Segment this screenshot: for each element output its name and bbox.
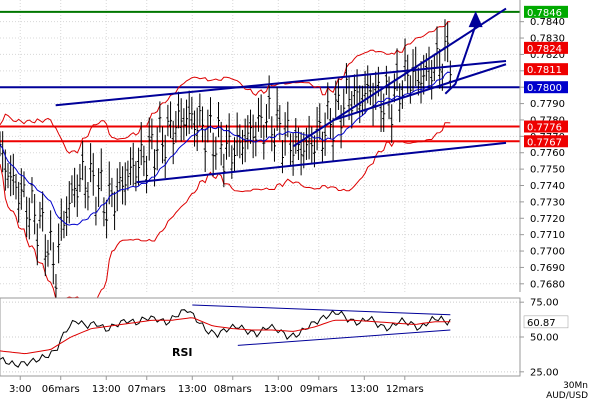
rsi-tick-label: 50.00	[530, 333, 559, 344]
rsi-value-box	[523, 315, 569, 329]
price-label-box	[524, 41, 568, 54]
x-tick-label: 09mars	[300, 384, 338, 395]
timeframe-label: 30Mn	[563, 381, 588, 391]
x-tick-label: 13:00	[178, 384, 207, 395]
bollinger-upper	[0, 21, 451, 154]
x-tick-label: 13:00	[350, 384, 379, 395]
x-tick-label: 06mars	[42, 384, 80, 395]
price-label-box	[524, 5, 568, 18]
price-tick-label: 0.7790	[530, 99, 565, 110]
price-tick-label: 0.7720	[530, 214, 565, 225]
price-tick-label: 0.7740	[530, 181, 565, 192]
price-tick-label: 0.7680	[530, 279, 565, 290]
rsi-panel: RSI	[0, 297, 521, 377]
price-label-box	[524, 120, 568, 133]
x-axis-ticks: 3:00 06mars 13:00 07mars 13:00 08mars 13:00 09m…	[9, 376, 424, 395]
price-tick-label: 0.7750	[530, 165, 565, 176]
price-tick-label: 0.7730	[530, 197, 565, 208]
projection-arrow-head	[468, 11, 483, 28]
trend-line	[292, 7, 507, 148]
rsi-line	[0, 309, 451, 368]
rsi-line	[0, 317, 451, 355]
rsi-series	[0, 309, 451, 368]
rsi-plot-area	[0, 297, 521, 377]
rsi-trend-line	[192, 304, 451, 316]
symbol-label: AUD/USD	[546, 391, 588, 400]
price-tick-label: 0.7830	[530, 34, 565, 45]
rsi-trend-line	[237, 329, 451, 346]
rsi-current-value: 60.87	[523, 315, 569, 329]
x-tick-label: 08mars	[214, 384, 252, 395]
price-label-text: 0.7800	[527, 83, 562, 94]
price-tick-label: 0.7840	[530, 17, 565, 28]
price-label-text: 0.7824	[527, 44, 562, 55]
trend-line	[333, 63, 507, 121]
price-tick-label: 0.7820	[530, 50, 565, 61]
rsi-tick-label: 75.00	[530, 298, 559, 309]
projection-arrow	[444, 11, 483, 95]
rsi-label: RSI	[172, 346, 193, 359]
price-label-text: 0.7846	[527, 8, 562, 19]
price-label-box	[524, 135, 568, 148]
price-tick-label: 0.7710	[530, 230, 565, 241]
rsi-trend-lines	[192, 304, 451, 346]
x-tick-label: 12mars	[386, 384, 424, 395]
x-tick-label: 3:00	[9, 384, 31, 395]
moving-average	[0, 71, 451, 226]
trend-line	[136, 141, 507, 184]
moving-average-line	[0, 71, 451, 226]
price-tick-label: 0.7760	[530, 148, 565, 159]
rsi-y-ticks: 75.00 50.00 25.00	[520, 298, 559, 378]
rsi-value-text: 60.87	[527, 318, 556, 329]
price-label-box	[524, 81, 568, 94]
price-label-text: 0.7811	[527, 65, 562, 76]
x-tick-label: 07mars	[128, 384, 166, 395]
price-panel	[0, 0, 520, 303]
price-label-box	[524, 63, 568, 76]
x-tick-label: 13:00	[264, 384, 293, 395]
price-tick-label: 0.7690	[530, 263, 565, 274]
price-plot-area	[0, 0, 520, 292]
projection-arrow-shaft	[444, 24, 477, 95]
price-labels: 0.7846 0.7824 0.7811 0.7800 0.7776 0.7767	[524, 5, 568, 148]
price-label-text: 0.7776	[527, 123, 562, 134]
price-label-text: 0.7767	[527, 137, 562, 148]
x-tick-label: 13:00	[92, 384, 121, 395]
price-tick-label: 0.7700	[530, 247, 565, 258]
trend-line	[55, 59, 507, 107]
price-y-ticks: 0.7680 0.7690 0.7700 0.7710 0.7720 0.7730 0.77…	[520, 17, 565, 290]
price-trend-lines	[55, 7, 507, 184]
rsi-tick-label: 25.00	[530, 367, 559, 378]
